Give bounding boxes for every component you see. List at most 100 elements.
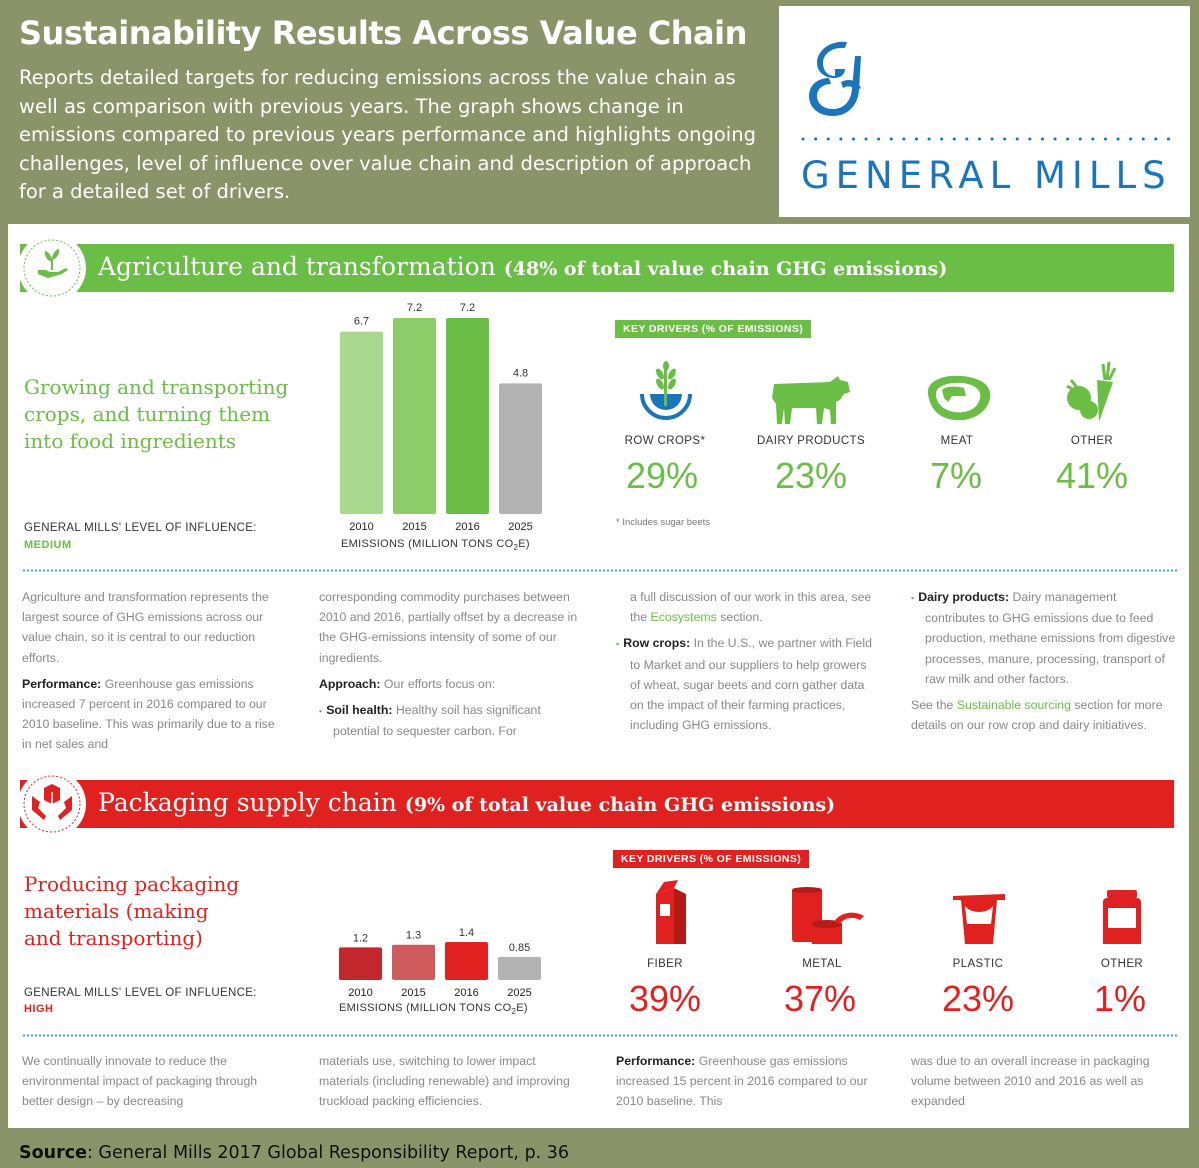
pk-col2-para1: materials use, switching to lower impact…	[319, 1051, 587, 1112]
ag-col2-para3-bold: Soil health:	[326, 703, 393, 718]
bar-2016	[446, 318, 489, 514]
driver-name-other: OTHER	[1100, 958, 1144, 970]
ag-col1-para2: Performance: Greenhouse gas emissions in…	[22, 674, 284, 755]
pk-col4-para1: was due to an overall increase in packag…	[911, 1051, 1173, 1112]
bar-category-label: 2016	[454, 987, 478, 998]
driver-pct-row-crops: 29%	[625, 455, 699, 496]
bar-category-label: 2015	[402, 521, 426, 533]
bar-2010	[339, 947, 382, 980]
logo-dot-line	[801, 137, 1171, 141]
bullet-icon: ▪	[911, 593, 915, 603]
ag-col1-para1-text: Agriculture and transformation represent…	[22, 590, 269, 665]
emissions-label-text: EMISSIONS (MILLION TONS CO	[339, 1002, 512, 1014]
ag-col3-para2: ▪ Row crops: In the U.S., we partner with…	[616, 633, 878, 735]
driver-pct-other: 41%	[1055, 455, 1129, 496]
ag-col4-para1: ▪ Dairy products: Dairy management contri…	[911, 587, 1179, 689]
driver-name-other: OTHER	[1070, 435, 1114, 447]
packaging-heading-line: Producing packaging	[24, 872, 240, 896]
page-title: Sustainability Results Across Value Chai…	[19, 14, 747, 52]
agriculture-heading-line: Growing and transporting	[24, 375, 289, 399]
wheat-icon	[638, 360, 694, 427]
ag-col2-para2-text: Our efforts focus on:	[380, 676, 496, 691]
agriculture-body-column: a full discussion of our work in this ar…	[616, 587, 878, 755]
ag-col2-para1-text: corresponding commodity purchases betwee…	[319, 590, 578, 665]
bar-2025	[499, 383, 542, 514]
packaging-heading: Producing packaging materials (making an…	[24, 871, 239, 952]
page-description: Reports detailed targets for reducing em…	[19, 66, 756, 203]
bar-value-label: 7.2	[407, 302, 422, 314]
section-divider	[22, 569, 1177, 572]
agriculture-influence-value: MEDIUM	[24, 539, 72, 551]
driver-name-fiber: FIBER	[647, 958, 683, 970]
ag-col2-para1: corresponding commodity purchases betwee…	[319, 587, 581, 668]
packaging-subtitle: (9% of total value chain GHG emissions)	[404, 794, 836, 816]
agriculture-title-text: Agriculture and transformation	[98, 252, 496, 281]
general-mills-g-logo-icon	[809, 41, 861, 116]
ag-col3-para1-after: section.	[716, 610, 763, 625]
ag-col4-para1-text: Dairy management contributes to GHG emis…	[925, 590, 1176, 686]
source-text: : General Mills 2017 Global Responsibili…	[86, 1143, 570, 1163]
packaging-influence-value: HIGH	[24, 1003, 54, 1015]
agriculture-emissions-label: EMISSIONS (MILLION TONS CO2E)	[341, 538, 530, 552]
packaging-body-column: materials use, switching to lower impact…	[319, 1051, 587, 1115]
ag-col3-para1-text: a full discussion of our work in this ar…	[630, 590, 872, 625]
plant-in-hand-icon	[18, 234, 86, 302]
can-icon	[788, 886, 868, 951]
driver-name-dairy: DAIRY PRODUCTS	[756, 435, 866, 447]
agriculture-subtitle: (48% of total value chain GHG emissions)	[503, 258, 948, 280]
bullet-icon: ▪	[319, 706, 323, 717]
yogurt-cup-icon	[949, 890, 1009, 951]
packaging-band-title: Packaging supply chain (9% of total value…	[98, 788, 835, 817]
bar-2025	[498, 956, 541, 980]
sustainable-sourcing-link[interactable]: Sustainable sourcing	[956, 698, 1071, 713]
source-citation: Source: General Mills 2017 Global Respon…	[19, 1143, 569, 1163]
agriculture-body-column: corresponding commodity purchases betwee…	[319, 587, 581, 755]
packaging-heading-line: and transporting)	[24, 926, 203, 950]
bar-category-label: 2016	[455, 521, 479, 533]
bar-2015	[393, 318, 436, 514]
carton-icon	[650, 880, 690, 951]
emissions-label-text: EMISSIONS (MILLION TONS CO	[341, 538, 514, 550]
emissions-label-end: E)	[516, 1002, 528, 1014]
ag-col2-para2: Approach: Our efforts focus on:	[319, 674, 581, 694]
ag-col2-para3-text: Healthy soil has significant potential t…	[333, 703, 541, 739]
bar-2010	[340, 331, 383, 514]
agriculture-heading-line: crops, and turning them	[24, 402, 271, 426]
ag-col3-para2-bold: Row crops:	[623, 636, 691, 651]
driver-pct-metal: 37%	[783, 978, 857, 1019]
pk-col4-para1-text: was due to an overall increase in packag…	[911, 1054, 1150, 1109]
bar-category-label: 2015	[401, 987, 425, 998]
ag-col1-para2-bold: Performance:	[22, 676, 102, 691]
jar-icon	[1099, 888, 1145, 953]
packaging-body-column: was due to an overall increase in packag…	[911, 1051, 1173, 1115]
agriculture-key-drivers-tag: KEY DRIVERS (% OF EMISSIONS)	[615, 320, 812, 338]
ag-col3-para1: a full discussion of our work in this ar…	[616, 587, 878, 627]
packaging-band: Packaging supply chain (9% of total value…	[18, 770, 1174, 838]
bullet-icon: ▪	[616, 639, 620, 650]
agriculture-heading: Growing and transporting crops, and turn…	[24, 374, 288, 455]
agriculture-footnote: * Includes sugar beets	[616, 517, 711, 528]
pk-col3-para1-text: Greenhouse gas emissions increased 15 pe…	[616, 1054, 868, 1109]
bar-value-label: 7.2	[460, 302, 475, 314]
ag-col1-para1: Agriculture and transformation represent…	[22, 587, 284, 668]
bar-2016	[445, 942, 488, 980]
packaging-title-text: Packaging supply chain	[98, 788, 397, 817]
bar-value-label: 1.3	[406, 930, 421, 942]
agriculture-band-title: Agriculture and transformation (48% of to…	[98, 252, 947, 281]
packaging-emissions-label: EMISSIONS (MILLION TONS CO2E)	[339, 1002, 528, 1016]
ecosystems-link[interactable]: Ecosystems	[650, 610, 717, 625]
packaging-influence-label: GENERAL MILLS' LEVEL OF INFLUENCE:	[24, 987, 257, 999]
emissions-label-subscript: 2	[511, 1007, 517, 1017]
driver-pct-other: 1%	[1093, 978, 1147, 1019]
bar-value-label: 4.8	[513, 367, 528, 379]
agriculture-body-column: Agriculture and transformation represent…	[22, 587, 284, 755]
ag-col4-para2-text: See the	[911, 698, 957, 713]
driver-name-plastic: PLASTIC	[952, 958, 1004, 970]
agriculture-heading-line: into food ingredients	[24, 429, 237, 453]
pk-col3-para1: Performance: Greenhouse gas emissions in…	[616, 1051, 878, 1112]
bar-category-label: 2010	[348, 987, 372, 998]
agriculture-band: Agriculture and transformation (48% of to…	[18, 234, 1174, 302]
driver-pct-fiber: 39%	[628, 978, 702, 1019]
bar-2015	[392, 944, 435, 980]
bar-value-label: 0.85	[509, 942, 530, 954]
